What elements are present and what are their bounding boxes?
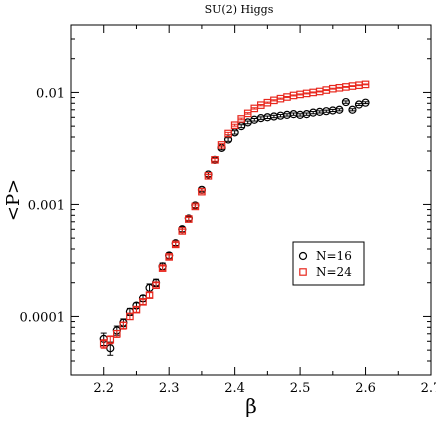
data-point	[165, 253, 173, 261]
data-point	[139, 298, 147, 306]
x-tick-label: 2.6	[355, 381, 376, 396]
data-point	[99, 339, 108, 348]
x-tick-label: 2.4	[224, 381, 245, 396]
data-point	[224, 129, 232, 138]
legend-label: N=24	[316, 265, 352, 279]
y-tick-label: 0.0001	[20, 310, 66, 325]
data-point	[145, 291, 154, 299]
x-tick-label: 2.5	[290, 381, 311, 396]
data-point	[198, 187, 206, 196]
legend-marker	[298, 251, 308, 261]
data-point	[113, 329, 121, 338]
data-point	[223, 135, 233, 144]
legend-box	[292, 241, 365, 286]
x-tick-label: 2.2	[93, 381, 114, 396]
y-axis-ticks: 0.0001 0.001 0.01	[20, 86, 431, 325]
x-axis-label: β	[245, 394, 257, 418]
data-point	[341, 97, 351, 107]
chart-title: SU(2) Higgs	[205, 3, 274, 16]
data-point	[243, 109, 252, 118]
legend-label: N=16	[316, 249, 352, 263]
data-point	[158, 264, 167, 272]
data-point	[132, 305, 141, 314]
data-point	[152, 281, 160, 290]
legend-entries: N=16 N=24	[298, 249, 352, 279]
plot-frame	[70, 24, 432, 376]
y-tick-label: 0.001	[28, 198, 65, 213]
data-point	[191, 202, 200, 211]
legend: N=16 N=24	[292, 241, 365, 286]
y-tick-label: 0.01	[36, 86, 65, 101]
x-tick-label: 2.3	[159, 381, 180, 396]
data-point	[217, 141, 226, 149]
legend-marker	[299, 268, 307, 276]
data-point	[119, 321, 128, 330]
y-minor-ticks	[71, 24, 431, 376]
data-point	[335, 105, 344, 114]
data-point	[230, 121, 239, 129]
data-point	[237, 115, 245, 123]
data-point	[106, 344, 115, 353]
data-point	[185, 215, 193, 223]
data-point	[348, 105, 357, 114]
data-point	[106, 335, 115, 344]
series-n-24	[99, 80, 370, 349]
data-point	[171, 240, 180, 249]
x-tick-label: 2.7	[421, 381, 436, 396]
data-point	[361, 80, 370, 89]
data-point	[361, 98, 370, 107]
data-point	[204, 172, 213, 180]
data-point	[211, 156, 219, 164]
data-point	[126, 312, 134, 321]
x-axis-ticks: 2.2 2.3 2.4 2.5 2.6 2.7	[70, 25, 436, 396]
series-layer	[99, 80, 370, 356]
y-axis-label: <P>	[3, 179, 24, 221]
data-point	[178, 227, 187, 235]
series-n-16	[99, 97, 370, 356]
